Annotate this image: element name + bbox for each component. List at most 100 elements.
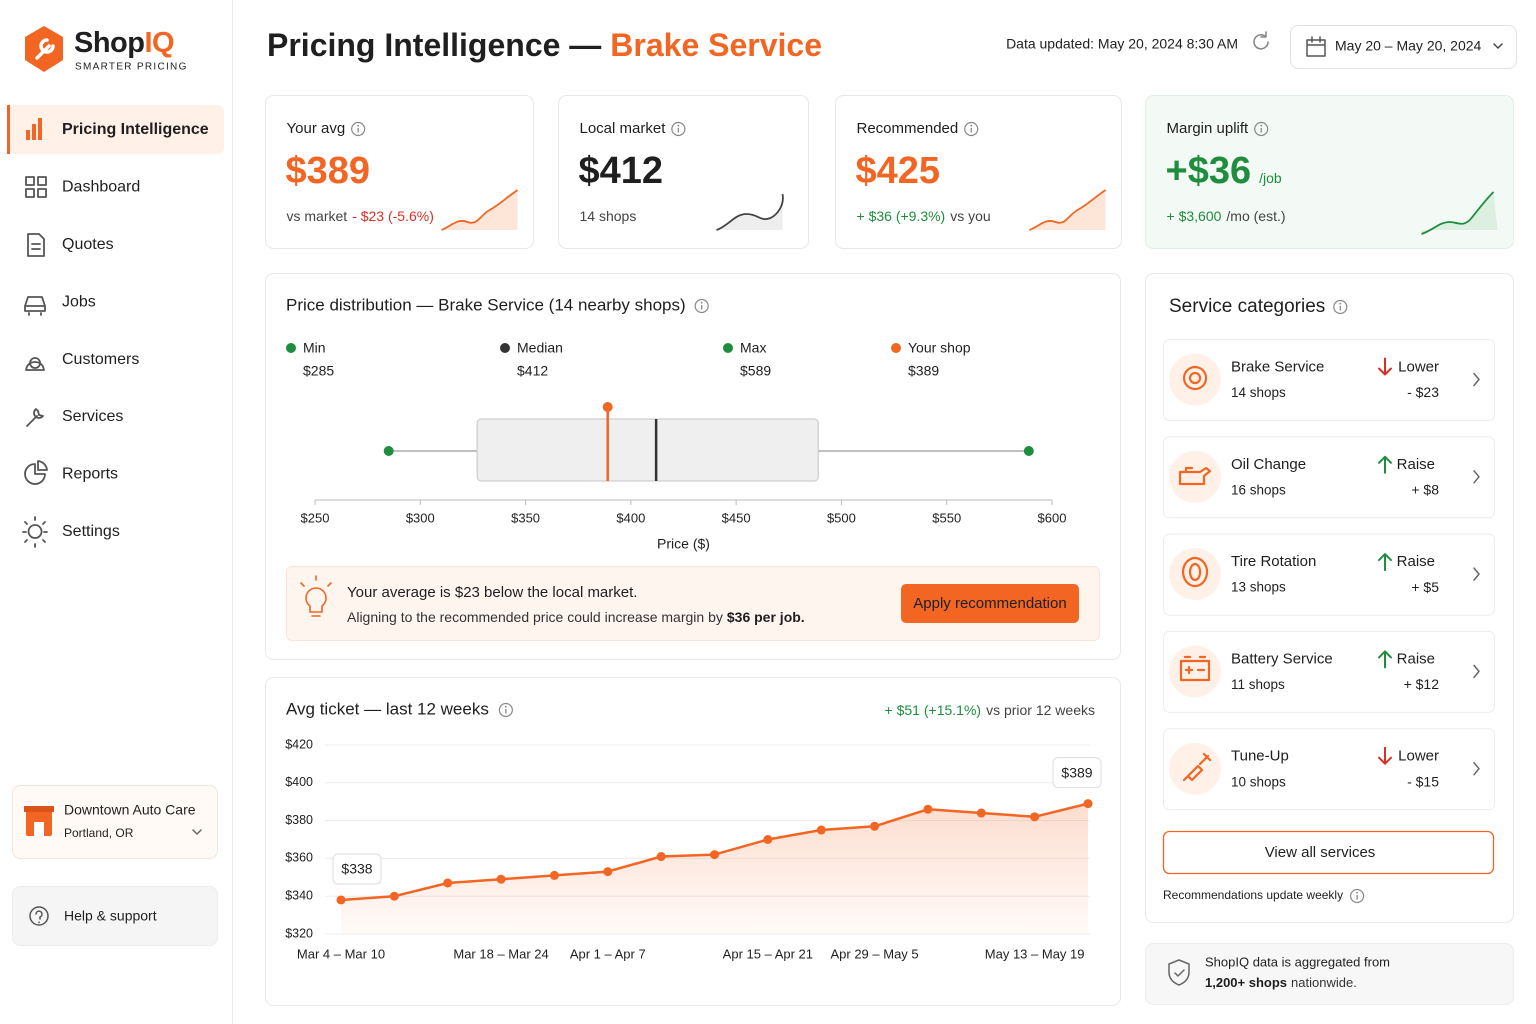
nav-item: Services	[62, 408, 123, 425]
service-row[interactable]	[1163, 533, 1495, 616]
service-name: Tire Rotation	[1231, 553, 1316, 570]
insight-body: Aligning to the recommended price could …	[347, 609, 805, 625]
sparkline-area	[1029, 190, 1106, 230]
nav-hit[interactable]	[7, 220, 224, 269]
info-dot	[1339, 302, 1342, 305]
x-tick-label: $250	[301, 510, 330, 525]
delta-note: vs prior 12 weeks	[986, 702, 1095, 718]
service-row[interactable]	[1163, 436, 1495, 519]
kpi-note-part: vs market	[287, 208, 348, 224]
x-tick-label: Mar 4 – Mar 10	[297, 946, 385, 961]
legend-swatch	[286, 343, 296, 353]
nav-item: Settings	[62, 523, 120, 540]
your-shop-dot	[602, 402, 613, 412]
insight-headline: Your average is $23 below the local mark…	[347, 584, 637, 601]
service-row[interactable]	[1163, 630, 1495, 713]
insight-box	[286, 566, 1100, 641]
service-change: - $23	[1407, 384, 1439, 400]
line-point	[870, 821, 880, 831]
kpi-card	[1145, 95, 1514, 249]
nav-icon	[26, 408, 44, 427]
shop-card[interactable]	[12, 785, 218, 859]
info-icon	[671, 121, 686, 137]
legend-label: Max	[740, 340, 766, 356]
line-point	[1030, 812, 1040, 822]
service-icon	[1179, 655, 1211, 682]
brand-tagline: SMARTER PRICING	[75, 62, 188, 73]
max-dot	[1023, 446, 1034, 456]
kpi-label: Margin uplift	[1167, 120, 1250, 137]
direction-arrow	[1378, 746, 1392, 765]
line-point	[710, 850, 719, 860]
apply-button[interactable]	[901, 584, 1079, 623]
service-row[interactable]	[1163, 339, 1495, 421]
page-title-main: Pricing Intelligence —	[267, 27, 601, 63]
min-dot	[383, 446, 394, 456]
kpi-note-part: + $36 (+9.3%)	[857, 208, 946, 224]
sparkline-area	[716, 194, 793, 230]
kpi-label: Your avg	[287, 120, 346, 137]
kpi-note-part: /mo (est.)	[1226, 208, 1285, 224]
services-title: Service categories	[1169, 296, 1325, 317]
shield-icon	[1168, 959, 1190, 986]
info-ring	[694, 298, 709, 314]
kpi-note: + $36 (+9.3%) vs you	[857, 208, 991, 224]
date-picker[interactable]	[1290, 25, 1517, 69]
x-tick-label: Mar 18 – Mar 24	[453, 946, 548, 961]
sparkline	[1421, 191, 1498, 235]
kpi-note-part: 14 shops	[580, 208, 637, 224]
apply-button-label: Apply recommendation	[913, 595, 1066, 612]
x-tick-label: Apr 1 – Apr 7	[570, 946, 646, 961]
info-icon	[1333, 299, 1348, 315]
view-all-button[interactable]	[1162, 830, 1495, 875]
y-tick-label: $320	[285, 926, 313, 940]
footer-rest: nationwide.	[1291, 975, 1357, 990]
service-icon-bg	[1169, 548, 1221, 601]
x-tick-label: $400	[616, 510, 645, 525]
kpi-card	[558, 95, 809, 249]
service-shops: 16 shops	[1231, 482, 1286, 497]
service-shops: 10 shops	[1231, 774, 1286, 789]
kpi-note: 14 shops	[580, 208, 637, 224]
kpi-note: + $3,600/mo (est.)	[1167, 208, 1286, 224]
service-change: + $8	[1411, 482, 1439, 498]
y-tick-label: $400	[285, 775, 313, 789]
nav-active-bar	[7, 105, 10, 154]
nav-item: Reports	[62, 466, 118, 483]
refresh-icon	[1253, 31, 1269, 50]
nav-icon	[25, 357, 45, 371]
insight-body-strong: $36 per job.	[727, 609, 805, 625]
info-dot	[677, 124, 680, 127]
service-shops: 11 shops	[1231, 677, 1285, 692]
info-ring	[1350, 888, 1365, 904]
line-point	[1083, 799, 1093, 809]
legend-swatch	[723, 343, 733, 353]
x-tick-label: $300	[406, 510, 435, 525]
info-icon	[964, 121, 979, 137]
box	[476, 418, 819, 482]
x-tick-label: Apr 15 – Apr 21	[723, 946, 813, 961]
info-icon	[1254, 121, 1269, 137]
legend-value: $389	[908, 363, 939, 379]
shop-icon-door	[34, 822, 44, 836]
y-tick-label: $420	[285, 737, 313, 751]
sparkline-line	[1421, 191, 1495, 235]
kpi-label: Local market	[580, 120, 667, 137]
line-point	[496, 874, 506, 884]
line-point	[923, 804, 933, 814]
direction-arrow	[1378, 553, 1392, 572]
service-change: + $12	[1404, 676, 1440, 692]
x-tick-label: $600	[1038, 510, 1067, 525]
service-icon	[1182, 365, 1208, 391]
line-point	[389, 891, 399, 901]
service-direction: Raise	[1397, 650, 1435, 667]
sparkline-line	[716, 193, 784, 231]
shop-name: Downtown Auto Care	[64, 802, 196, 818]
service-row[interactable]	[1163, 728, 1495, 811]
legend-label: Median	[517, 340, 563, 356]
help-card[interactable]	[12, 886, 218, 946]
footer-text: ShopIQ data is aggregated from	[1205, 954, 1390, 969]
nav-hit[interactable]	[7, 277, 224, 326]
kpi-card	[835, 95, 1122, 249]
